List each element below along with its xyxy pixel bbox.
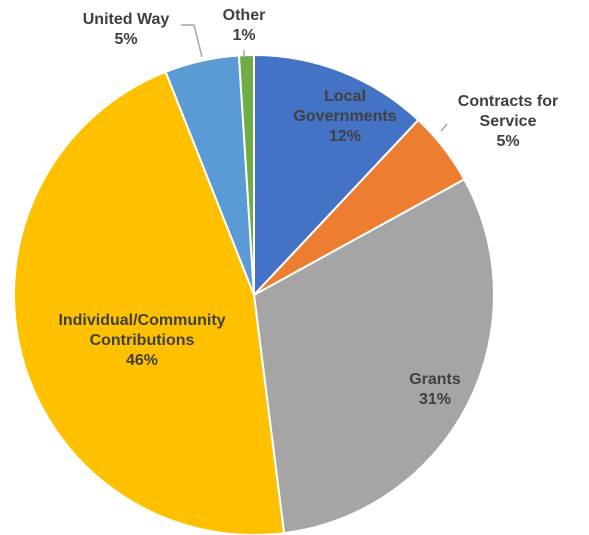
slice-name-grants: Grants bbox=[409, 371, 461, 388]
pie-slices bbox=[13, 53, 495, 535]
slice-labels: Local Governments 12% Contracts for Service 5… bbox=[58, 7, 558, 408]
pie-slice-individual-community-contributions bbox=[13, 70, 286, 535]
slice-percent-contracts-for-service: 5% bbox=[496, 133, 519, 150]
pie-slice-local-governments bbox=[253, 54, 420, 296]
slice-label-local-governments: Local Governments 12% bbox=[293, 88, 396, 145]
pie-slice-other bbox=[237, 53, 255, 296]
pie-slice-grants bbox=[253, 178, 495, 535]
slice-name-individual-community-contributions: Contributions bbox=[90, 332, 195, 349]
slice-label-individual-community-contributions: Individual/Community Contributions 46% bbox=[58, 312, 225, 369]
slice-name-local-governments: Local bbox=[324, 88, 366, 105]
slice-percent-other: 1% bbox=[232, 27, 255, 44]
slice-label-other: Other 1% bbox=[223, 7, 266, 44]
leader-line-contracts-for-service bbox=[440, 123, 448, 132]
slice-name-other: Other bbox=[223, 7, 266, 24]
slice-name-united-way: United Way bbox=[83, 11, 170, 28]
slice-name-individual-community-contributions: Individual/Community bbox=[58, 312, 225, 329]
leader-line-united-way bbox=[181, 24, 203, 58]
slice-label-contracts-for-service: Contracts for Service 5% bbox=[458, 93, 558, 150]
slice-name-contracts-for-service: Service bbox=[480, 113, 537, 130]
slice-percent-grants: 31% bbox=[419, 391, 451, 408]
leader-lines bbox=[181, 24, 448, 132]
slice-percent-individual-community-contributions: 46% bbox=[126, 352, 158, 369]
slice-name-contracts-for-service: Contracts for bbox=[458, 93, 558, 110]
slice-name-local-governments: Governments bbox=[293, 108, 396, 125]
slice-label-grants: Grants 31% bbox=[409, 371, 461, 408]
slice-label-united-way: United Way 5% bbox=[83, 11, 170, 48]
slice-percent-local-governments: 12% bbox=[329, 128, 361, 145]
slice-percent-united-way: 5% bbox=[114, 31, 137, 48]
